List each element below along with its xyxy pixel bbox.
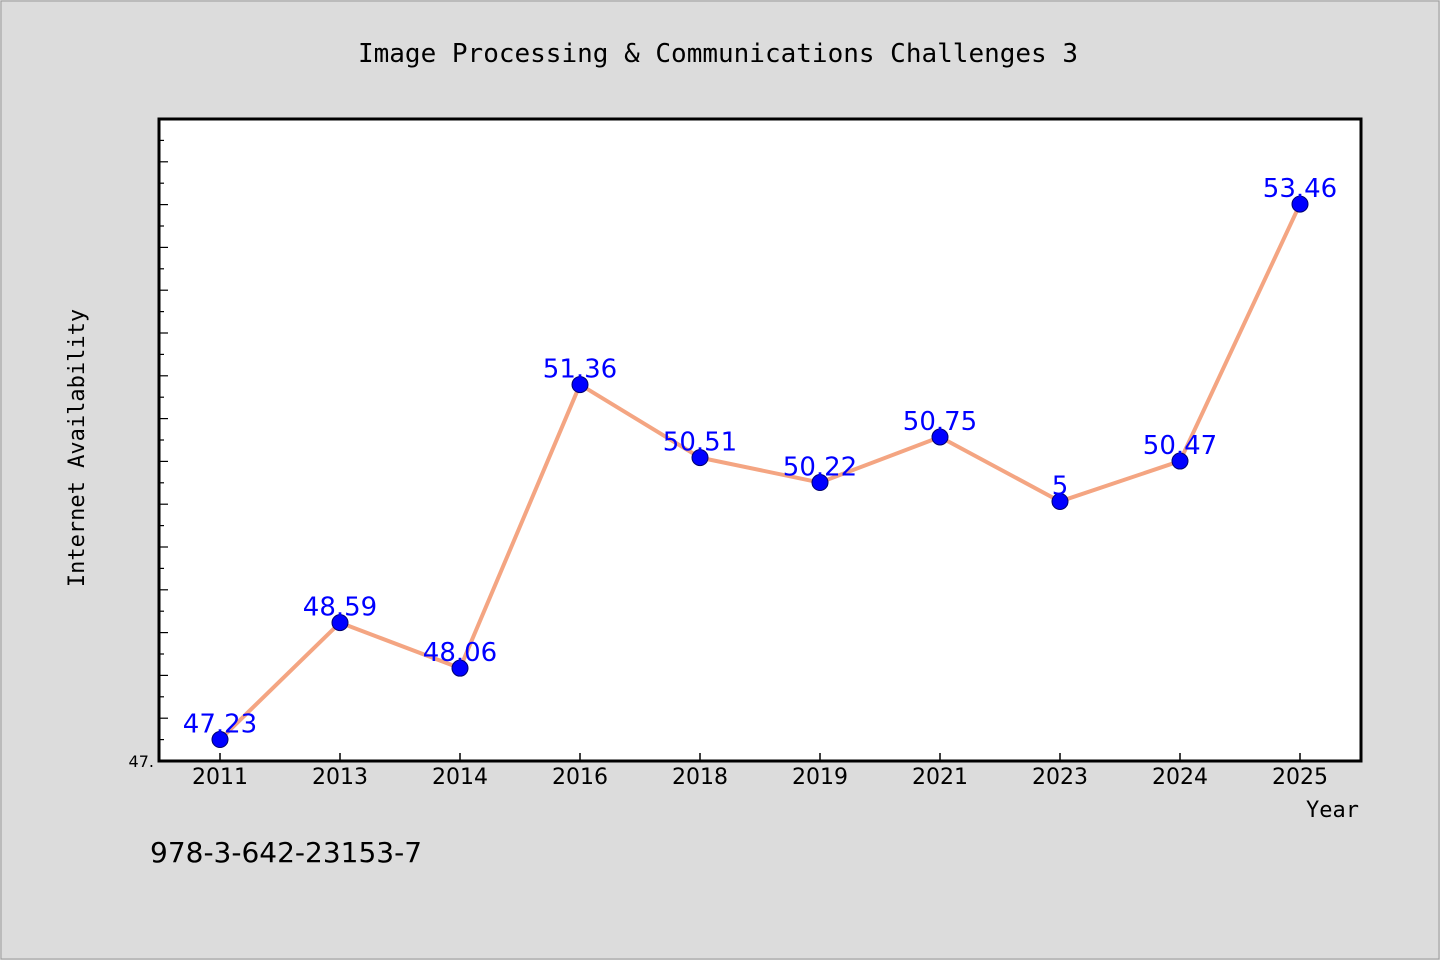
data-point xyxy=(691,449,709,467)
chart-title: Image Processing & Communications Challe… xyxy=(358,39,1078,69)
x-tick-label: 2014 xyxy=(432,765,488,790)
y-axis-label: Internet Availability xyxy=(65,309,90,587)
data-label: 48.06 xyxy=(423,638,497,668)
data-point xyxy=(571,376,589,394)
data-label: 50.75 xyxy=(903,407,977,437)
x-tick-label: 2011 xyxy=(192,765,248,790)
x-tick-label: 2025 xyxy=(1272,765,1328,790)
series-layer: 47.23 48.59 48.06 51.36 50.51 50.22 50.75 5 50.4… xyxy=(183,174,1337,749)
x-tick-label: 2019 xyxy=(792,765,848,790)
series-line xyxy=(218,203,1302,741)
data-point xyxy=(451,659,469,677)
y-tick-label: 47. xyxy=(129,752,154,771)
x-tick-label: 2018 xyxy=(672,765,728,790)
data-point xyxy=(1171,452,1189,470)
data-label: 47.23 xyxy=(183,710,257,740)
data-label: 48.59 xyxy=(303,593,377,623)
x-axis-ticks: 2011 2013 2014 2016 2018 2019 2021 2023 2024 2025 xyxy=(192,753,1328,790)
isbn-text: 978-3-642-23153-7 xyxy=(150,836,422,869)
data-label: 53.46 xyxy=(1263,174,1337,204)
data-label: 50.22 xyxy=(783,453,857,483)
x-axis-label: Year xyxy=(1306,798,1359,823)
x-tick-label: 2013 xyxy=(312,765,368,790)
x-tick-label: 2016 xyxy=(552,765,608,790)
plot-area xyxy=(157,117,1363,763)
data-point xyxy=(211,731,229,749)
data-label: 50.47 xyxy=(1143,431,1217,461)
data-point xyxy=(1051,492,1069,510)
data-point xyxy=(331,614,349,632)
y-axis-ticks xyxy=(159,139,168,762)
data-point xyxy=(1291,195,1309,213)
data-label: 51.36 xyxy=(543,355,617,385)
data-point xyxy=(931,428,949,446)
data-label: 50.51 xyxy=(663,428,737,458)
data-label: 5 xyxy=(1052,471,1069,501)
x-tick-label: 2024 xyxy=(1152,765,1208,790)
x-tick-label: 2023 xyxy=(1032,765,1088,790)
data-point xyxy=(811,474,829,492)
x-tick-label: 2021 xyxy=(912,765,968,790)
